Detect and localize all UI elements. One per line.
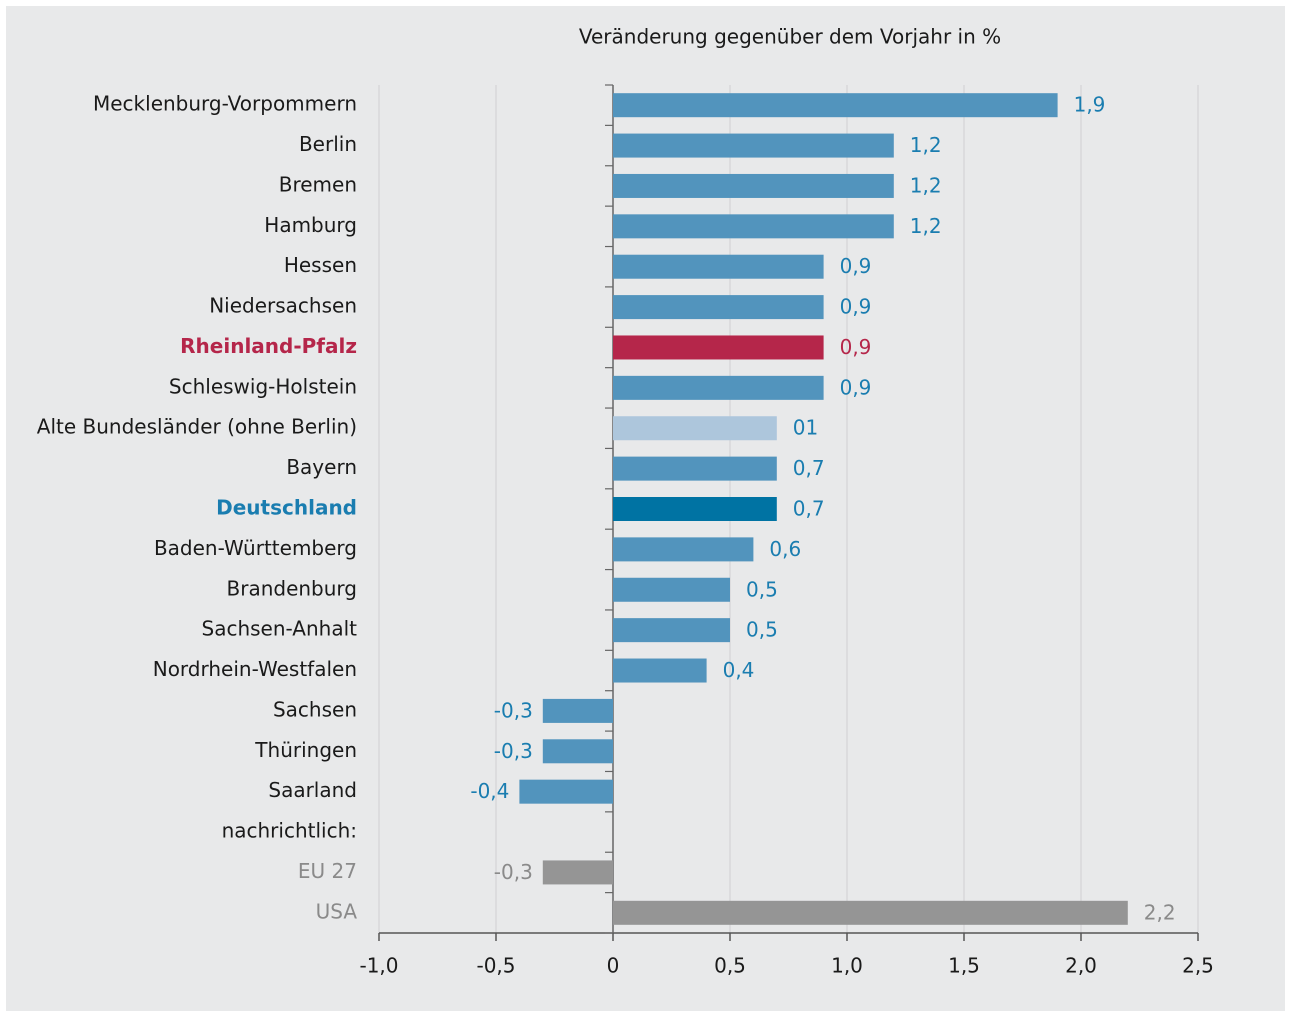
value-label: 0,4 xyxy=(723,658,755,682)
bar xyxy=(613,93,1058,118)
category-label: Rheinland-Pfalz xyxy=(180,334,357,358)
value-label: 1,9 xyxy=(1074,93,1106,117)
category-label: Hessen xyxy=(284,253,357,277)
category-label: Schleswig-Holstein xyxy=(169,374,357,398)
bar xyxy=(613,900,1128,925)
category-label: EU 27 xyxy=(298,859,357,883)
category-label: Sachsen-Anhalt xyxy=(202,617,358,641)
value-label: 0,9 xyxy=(840,375,872,399)
bar xyxy=(613,173,894,198)
category-label: Thüringen xyxy=(254,738,357,762)
bar xyxy=(613,375,824,400)
category-label: Bayern xyxy=(286,455,357,479)
x-tick-label: 2,5 xyxy=(1182,954,1214,978)
value-label: -0,3 xyxy=(494,698,533,722)
value-label: 0,5 xyxy=(746,618,778,642)
bar xyxy=(613,335,824,360)
category-label: Nordrhein-Westfalen xyxy=(153,657,357,681)
x-tick-label: 1,5 xyxy=(948,954,980,978)
category-label: USA xyxy=(316,899,358,923)
x-tick-label: -0,5 xyxy=(476,954,515,978)
bar xyxy=(613,416,777,441)
value-label: 0,7 xyxy=(793,456,825,480)
bar xyxy=(613,497,777,521)
category-label: Niedersachsen xyxy=(209,294,357,318)
category-label: Deutschland xyxy=(216,496,357,520)
chart-title: Veränderung gegenüber dem Vorjahr in % xyxy=(579,25,1001,49)
bar xyxy=(542,698,613,723)
value-label: 1,2 xyxy=(910,133,942,157)
value-label: -0,3 xyxy=(494,739,533,763)
category-label: Baden-Württemberg xyxy=(154,536,357,560)
category-label: Sachsen xyxy=(273,697,357,721)
bar xyxy=(613,618,730,643)
bar xyxy=(613,254,824,279)
bar xyxy=(613,295,824,320)
category-label: Berlin xyxy=(299,132,357,156)
value-label: 0,9 xyxy=(840,295,872,319)
value-label: 01 xyxy=(793,416,818,440)
category-label: Mecklenburg-Vorpommern xyxy=(93,92,357,116)
bar xyxy=(613,214,894,239)
category-label: Hamburg xyxy=(264,213,357,237)
category-label: Brandenburg xyxy=(227,576,358,600)
value-label: -0,4 xyxy=(470,779,509,803)
x-tick-label: 0,5 xyxy=(714,954,746,978)
x-tick-label: -1,0 xyxy=(359,954,398,978)
value-label: -0,3 xyxy=(494,860,533,884)
value-label: 0,9 xyxy=(840,335,872,359)
bar xyxy=(613,537,754,562)
x-tick-label: 1,0 xyxy=(831,954,863,978)
bar xyxy=(542,860,613,885)
value-label: 1,2 xyxy=(910,173,942,197)
category-label: nachrichtlich: xyxy=(222,819,357,843)
category-label: Saarland xyxy=(268,778,357,802)
value-label: 2,2 xyxy=(1144,900,1176,924)
bar xyxy=(519,779,613,804)
category-label: Bremen xyxy=(279,172,357,196)
bar xyxy=(613,133,894,158)
x-tick-label: 2,0 xyxy=(1065,954,1097,978)
bar xyxy=(613,577,730,602)
value-label: 0,7 xyxy=(793,497,825,521)
x-tick-label: 0 xyxy=(607,954,620,978)
value-label: 0,5 xyxy=(746,577,778,601)
bar xyxy=(613,456,777,481)
value-label: 1,2 xyxy=(910,214,942,238)
bar xyxy=(542,739,613,764)
value-label: 0,6 xyxy=(769,537,801,561)
bar xyxy=(613,658,707,683)
value-label: 0,9 xyxy=(840,254,872,278)
category-label: Alte Bundesländer (ohne Berlin) xyxy=(37,415,357,439)
